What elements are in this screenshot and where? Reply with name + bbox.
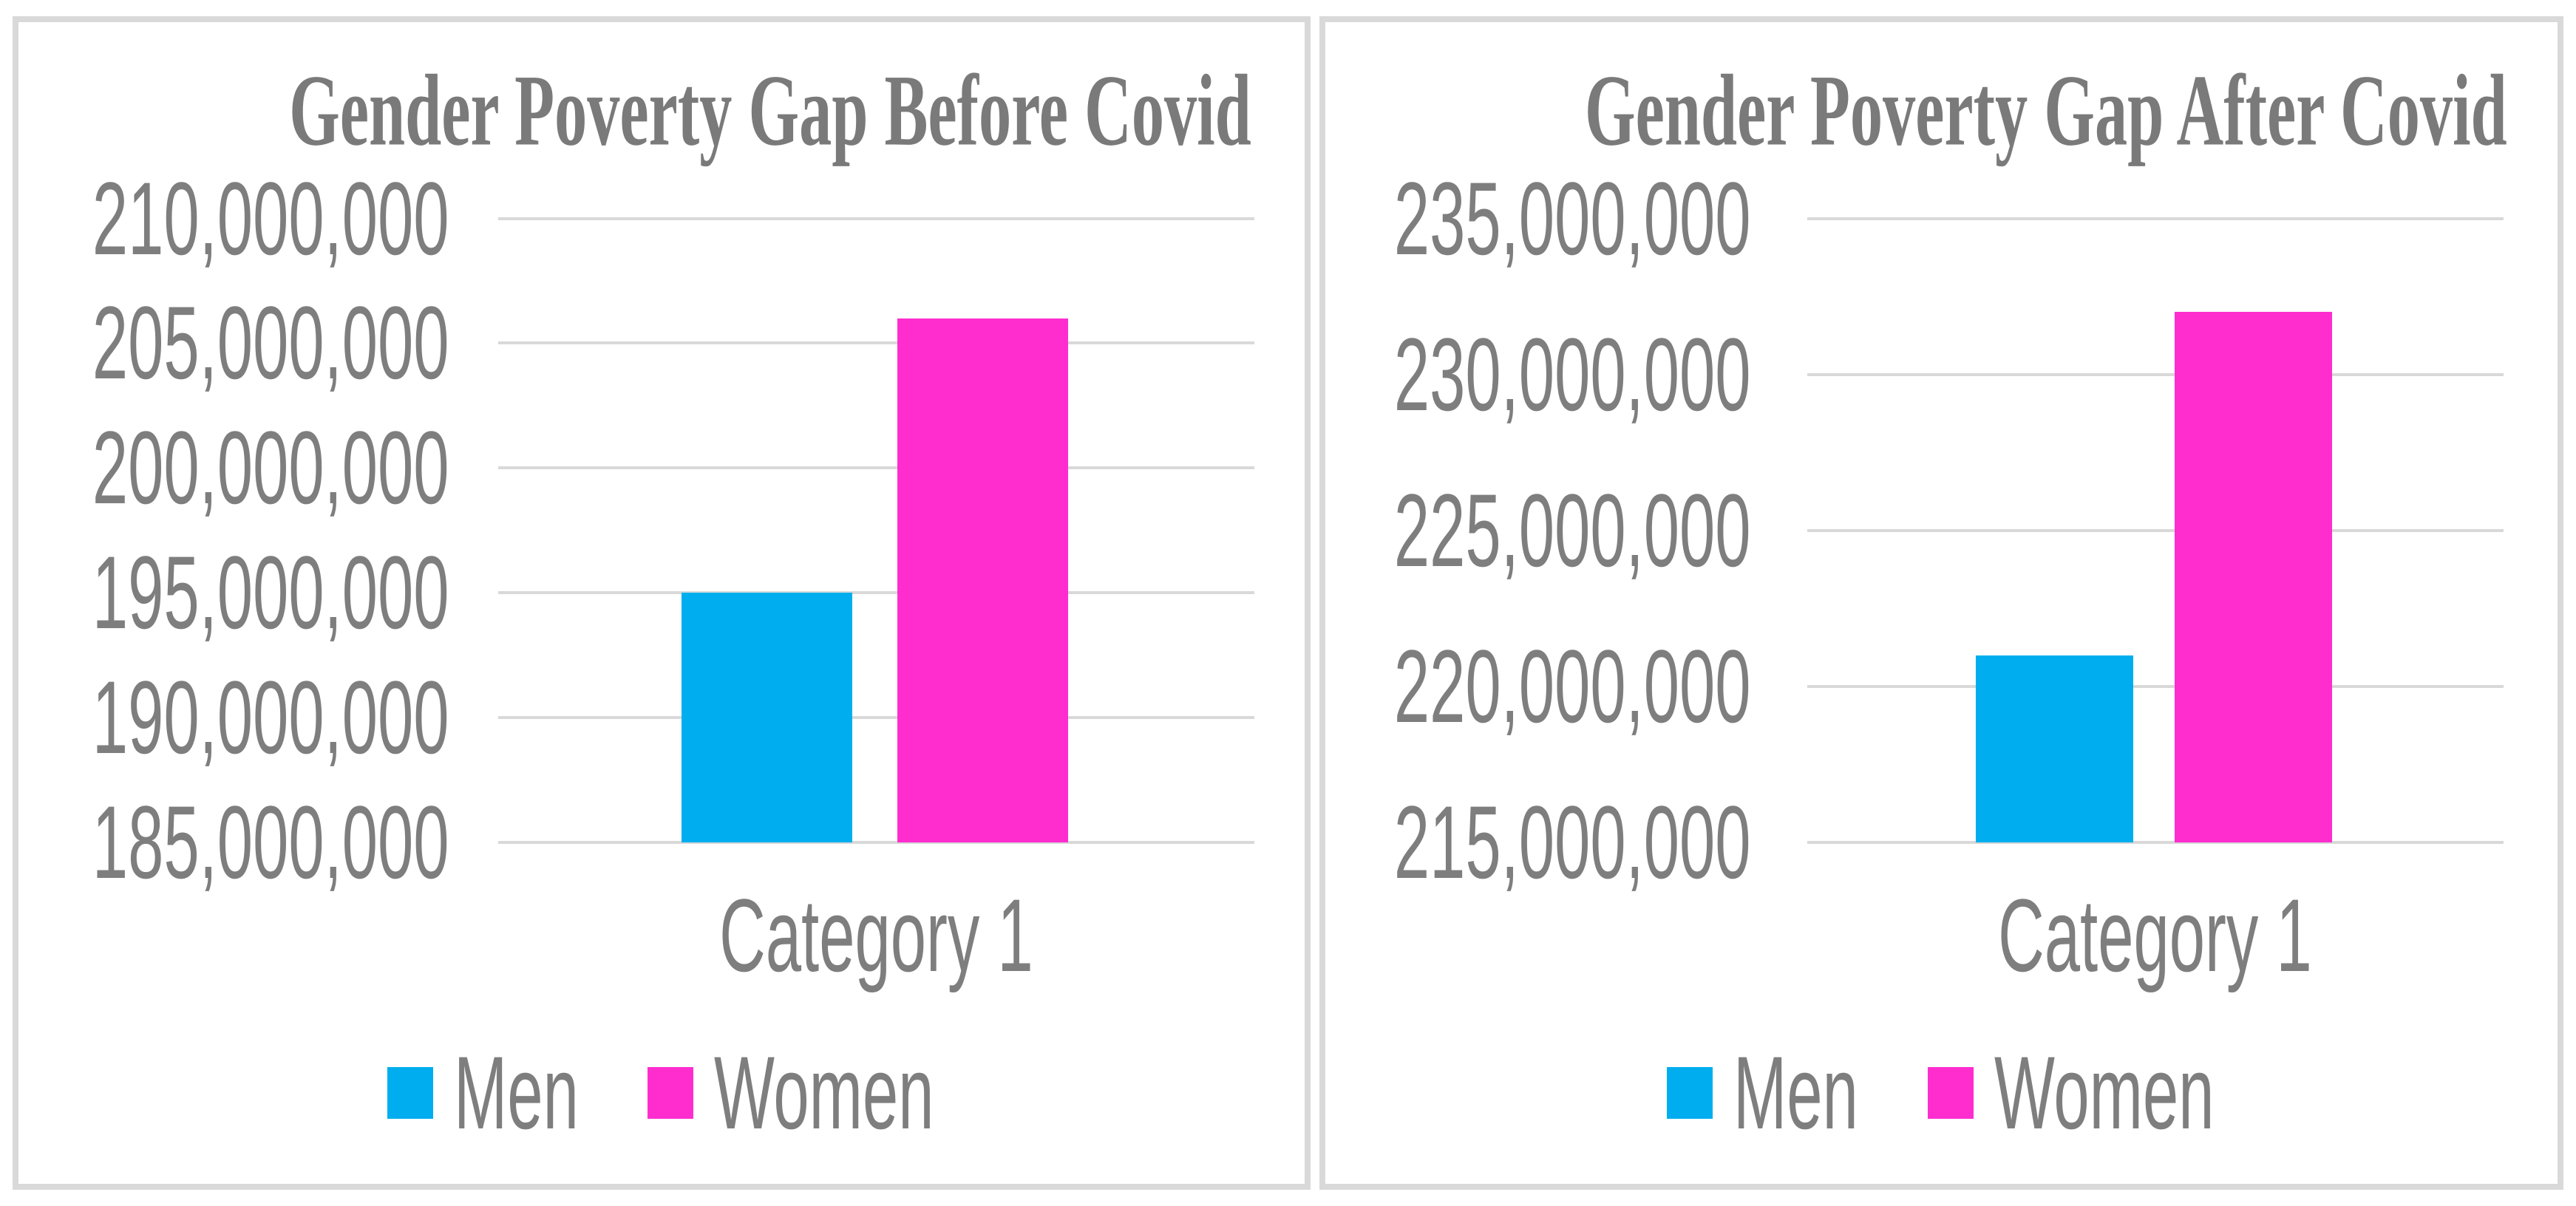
y-axis-tick-label: 195,000,000 <box>92 534 449 651</box>
gridline <box>498 840 1255 844</box>
x-axis-category-label: Category 1 <box>719 876 1033 993</box>
x-axis-category-label: Category 1 <box>1998 876 2313 993</box>
legend-item-women: Women <box>648 1041 936 1145</box>
legend-item-women: Women <box>1927 1035 2216 1151</box>
legend-label-men: Men <box>1733 1035 1859 1151</box>
bar-women <box>897 318 1069 842</box>
chart-title-text: Gender Poverty Gap Before Covid <box>289 53 1251 167</box>
legend-marker-women-icon <box>1927 1067 1974 1120</box>
y-axis-tick-label: 210,000,000 <box>92 160 449 276</box>
y-axis-tick-label: 205,000,000 <box>92 285 449 401</box>
legend-label-women: Women <box>1994 1035 2215 1151</box>
y-axis-tick-label: 185,000,000 <box>92 783 449 900</box>
chart-title: Gender Poverty Gap After Covid <box>1325 52 2558 169</box>
gridline <box>498 341 1255 345</box>
y-axis-tick-label: 190,000,000 <box>92 658 449 775</box>
chart-title-text: Gender Poverty Gap After Covid <box>1584 53 2507 167</box>
bar-men <box>681 593 852 842</box>
legend-marker-men-icon <box>1667 1067 1713 1120</box>
plot-area <box>498 217 1255 844</box>
gridline <box>1807 372 2504 376</box>
gridline <box>498 217 1255 220</box>
y-axis: 210,000,000 205,000,000 200,000,000 195,000… <box>18 166 449 893</box>
chart-panel-before-covid: Gender Poverty Gap Before Covid 210,000,… <box>13 16 1311 1190</box>
legend-item-men: Men <box>387 1041 581 1145</box>
chart-title: Gender Poverty Gap Before Covid <box>18 52 1305 169</box>
gridline <box>498 715 1255 719</box>
y-axis-tick-label: 235,000,000 <box>1393 160 1751 276</box>
gridline <box>498 591 1255 595</box>
plot-area <box>1807 217 2504 844</box>
gridline <box>498 466 1255 470</box>
y-axis-tick-label: 200,000,000 <box>92 409 449 526</box>
legend-item-men: Men <box>1667 1041 1860 1145</box>
y-axis: 235,000,000 230,000,000 225,000,000 220,000… <box>1325 166 1751 893</box>
gridline <box>1807 840 2504 844</box>
gridline <box>1807 684 2504 688</box>
legend: Men Women <box>1325 1041 2558 1145</box>
y-axis-tick-label: 225,000,000 <box>1393 471 1751 588</box>
legend-marker-men-icon <box>387 1067 433 1120</box>
gridline <box>1807 528 2504 532</box>
y-axis-tick-label: 215,000,000 <box>1393 783 1751 900</box>
chart-panel-after-covid: Gender Poverty Gap After Covid 235,000,0… <box>1319 16 2563 1190</box>
y-axis-tick-label: 230,000,000 <box>1393 316 1751 432</box>
y-axis-tick-label: 220,000,000 <box>1393 627 1751 744</box>
legend-marker-women-icon <box>648 1067 694 1120</box>
legend-label-men: Men <box>453 1035 579 1151</box>
gridline <box>1807 217 2504 220</box>
legend: Men Women <box>18 1041 1305 1145</box>
bar-women <box>2175 312 2332 842</box>
legend-label-women: Women <box>714 1035 934 1151</box>
bar-men <box>1975 655 2133 842</box>
